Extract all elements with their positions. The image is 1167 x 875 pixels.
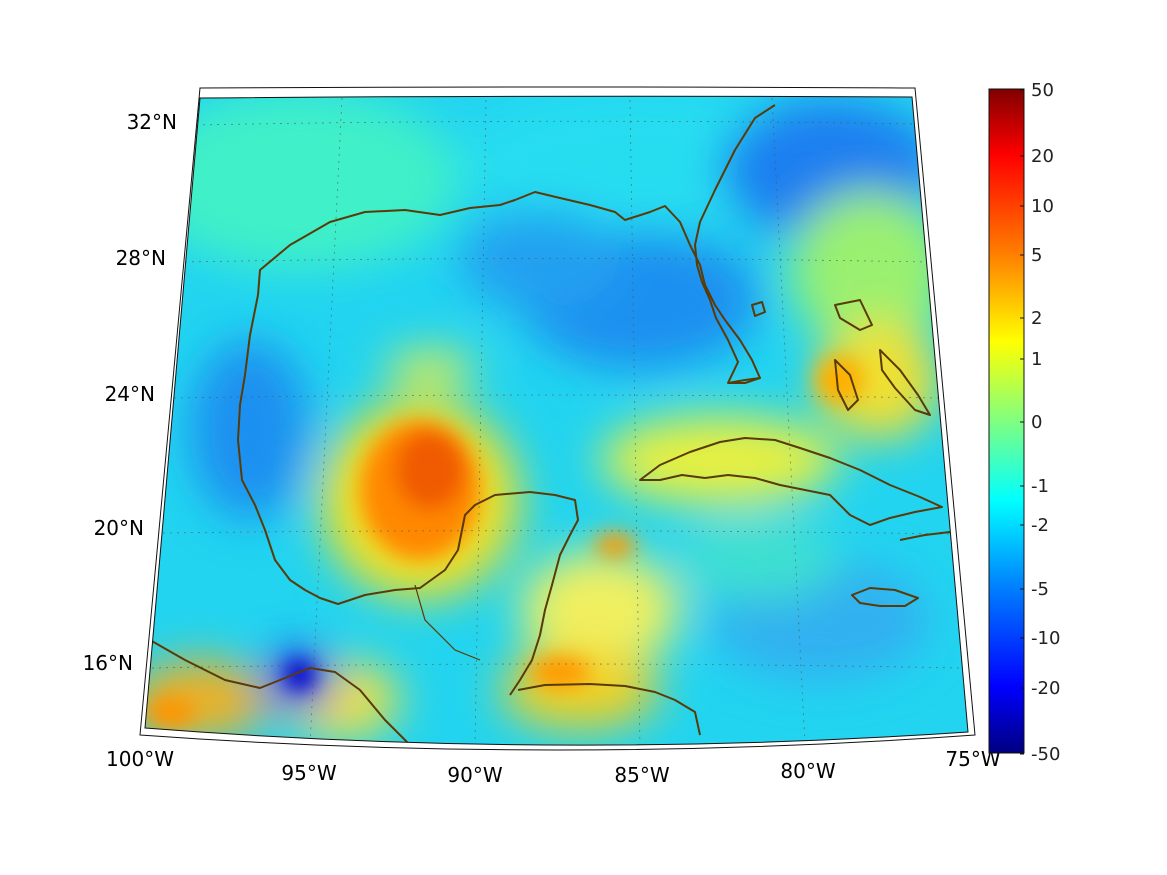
- lon-label-95w: 95°W: [281, 761, 336, 785]
- lon-axis: 100°W 95°W 90°W 85°W 80°W 75°W: [106, 747, 1001, 787]
- colorbar-tick-label: 10: [1031, 196, 1054, 217]
- gulf-coast-outline: [257, 104, 776, 384]
- lat-label-20n: 20°N: [94, 516, 144, 540]
- colorbar-tick-label: -20: [1031, 678, 1060, 699]
- colorbar-ramp: [988, 88, 1025, 754]
- colorbar-tick-label: 1: [1031, 349, 1042, 370]
- colorbar-tick-label: 2: [1031, 308, 1042, 329]
- lon-label-100w: 100°W: [106, 747, 174, 771]
- lat-label-16n: 16°N: [83, 651, 133, 675]
- colorbar-tick-label: -5: [1031, 579, 1049, 600]
- map-frame-inner: [144, 95, 969, 746]
- lat-label-24n: 24°N: [105, 382, 155, 406]
- data-field: [145, 96, 968, 746]
- lat-label-28n: 28°N: [116, 246, 166, 270]
- lon-label-90w: 90°W: [447, 763, 502, 787]
- colorbar-tick-label: 0: [1031, 412, 1042, 433]
- map-frame: [139, 86, 976, 751]
- lake-okeechobee: [751, 301, 766, 317]
- lat-axis: 32°N 28°N 24°N 20°N 16°N: [83, 110, 177, 675]
- colorbar-tick-label: 5: [1031, 245, 1042, 266]
- central-america-coast: [517, 683, 701, 736]
- colorbar-tick-label: 50: [1031, 80, 1054, 101]
- colorbar-tick-label: -1: [1031, 476, 1049, 497]
- lon-label-80w: 80°W: [780, 759, 835, 783]
- coastlines: [149, 104, 951, 746]
- colorbar-tick-label: 20: [1031, 146, 1054, 167]
- mexico-west-coast: [237, 294, 579, 696]
- graticule: [151, 97, 961, 746]
- lat-label-32n: 32°N: [127, 110, 177, 134]
- lon-label-85w: 85°W: [614, 763, 669, 787]
- mexico-guatemala-border: [414, 584, 481, 661]
- bahamas-islands: [834, 299, 931, 416]
- cuba-outline: [639, 437, 943, 526]
- colorbar-tick-label: -2: [1031, 515, 1049, 536]
- colorbar-tick-label: -10: [1031, 628, 1060, 649]
- pacific-coast: [149, 639, 411, 746]
- colorbar-tick-label: -50: [1031, 744, 1060, 765]
- jamaica-outline: [851, 587, 919, 607]
- florida-keys: [727, 377, 761, 384]
- hispaniola-edge: [899, 531, 951, 541]
